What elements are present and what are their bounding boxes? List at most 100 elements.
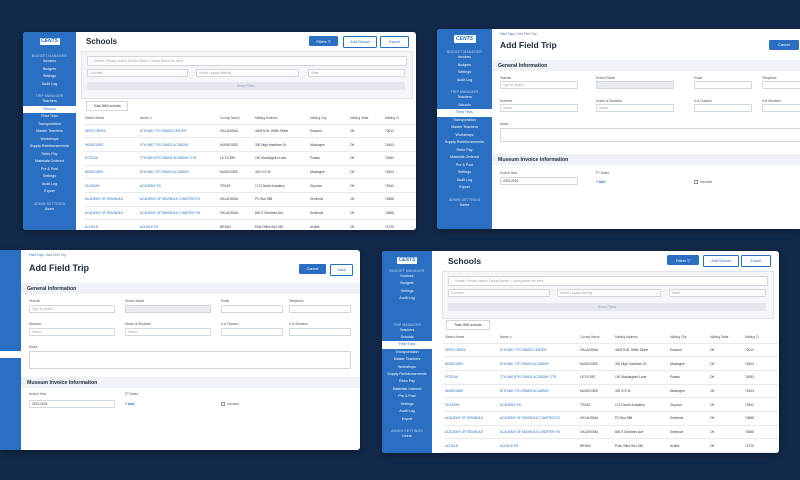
table-row[interactable]: ACADEMY OF SEMINOLE ACADEMY OF SEMINOLE C… — [84, 192, 416, 207]
sidebar-item-users[interactable]: Users — [44, 206, 55, 211]
sidebar-item-master-teachers[interactable]: Master Teachers — [451, 125, 478, 129]
district-link[interactable]: MUSKOGEE — [84, 165, 139, 180]
table-row[interactable]: MUSKOGEE 6TH AND 7TH GRADE ACADEMY MUSKOGE… — [444, 356, 779, 371]
school-link[interactable]: 6TH AND 7TH GRADE CENTER — [499, 343, 579, 358]
sidebar-item-trip-audit-log[interactable]: Audit Log — [399, 409, 415, 414]
sidebar-item-retro-pay[interactable]: Retro Pay — [399, 379, 415, 384]
district-link[interactable]: ACADEMY OF SEMINOLE — [84, 192, 139, 207]
sidebar-item-trip-audit-log[interactable]: Audit Log — [41, 181, 58, 186]
notes-field[interactable] — [500, 128, 800, 142]
state-select[interactable]: State ⌄ — [308, 69, 405, 77]
sidebar-item-teachers[interactable]: Teachers — [42, 99, 57, 103]
school-link[interactable]: 6TH AND 7TH GRADE ACADEMY — [139, 165, 219, 180]
breadcrumb-parent[interactable]: Field Trips — [29, 253, 44, 257]
grade-select[interactable]: Select... ⌄ — [596, 104, 674, 112]
state-select[interactable]: State ⌄ — [669, 289, 766, 297]
school-link[interactable]: ACADEMY OF SEMINOLE CHARTER ES — [139, 192, 219, 207]
district-link[interactable]: ACADEMY OF SEMINOLE — [444, 425, 499, 440]
col-mailing-state[interactable]: Mailing State — [709, 332, 744, 344]
sidebar-item-invoices[interactable]: Invoices — [400, 274, 414, 278]
table-row[interactable]: POTEAU 7TH AND 8TH GRADE ACADEMY CTR LE FL… — [84, 151, 416, 166]
district-link[interactable]: POTEAU — [444, 370, 499, 385]
school-link[interactable]: 6TH AND 7TH GRADE ACADEMY — [499, 384, 579, 399]
col-county-name[interactable]: County Name — [579, 332, 614, 344]
export-button[interactable]: Export — [741, 255, 771, 267]
col-mailing-address[interactable]: Mailing Address — [614, 332, 669, 344]
sidebar-item-settings[interactable]: Settings — [400, 288, 414, 293]
school-link[interactable]: ACADEMY ES — [499, 397, 579, 412]
school-link[interactable]: ACADEMY OF SEMINOLE CHARTER ES — [499, 411, 579, 426]
school-link[interactable]: 6TH AND 7TH GRADE CENTER — [139, 124, 219, 139]
filters-button[interactable]: Filters ▽ — [309, 36, 338, 46]
sidebar-item-pre-post[interactable]: Pre & Post — [398, 394, 416, 399]
school-year-field[interactable]: 2023-2024 — [500, 177, 578, 185]
sidebar-item-field-trips[interactable]: Field Trips — [437, 109, 492, 117]
district-link[interactable]: GUYMON — [84, 178, 139, 193]
school-link[interactable]: ACADEMY OF SEMINOLE CHARTER HS — [499, 425, 579, 440]
sidebar-item-export[interactable]: Export — [44, 189, 55, 193]
sidebar-item-audit-log[interactable]: Audit Log — [41, 81, 58, 86]
district-link[interactable]: ACHILLE — [84, 219, 139, 230]
district-link[interactable]: MUSKOGEE — [444, 384, 499, 399]
table-row[interactable]: MUSKOGEE 6TH AND 7TH GRADE ACADEMY MUSKOGE… — [84, 137, 416, 152]
sidebar-item-schools[interactable]: Schools — [400, 335, 414, 340]
sidebar-item-budgets[interactable]: Budgets — [42, 66, 57, 71]
sidebar-item-teachers[interactable]: Teachers — [399, 327, 415, 332]
sidebar-item-pre-post[interactable]: Pre & Post — [40, 166, 59, 171]
sidebar-item-users[interactable]: Users — [459, 202, 470, 207]
students-field[interactable] — [289, 328, 351, 336]
school-year-field[interactable]: 2023-2024 — [29, 400, 115, 408]
sidebar-item-field-trips[interactable]: Field Trips — [382, 341, 432, 349]
save-button[interactable]: Save — [330, 264, 353, 276]
sidebar-item-settings[interactable]: Settings — [43, 74, 56, 78]
sidebar-item-master-teachers[interactable]: Master Teachers — [393, 357, 421, 362]
reset-filters-button[interactable]: Reset Filters — [87, 82, 405, 90]
teacher-input[interactable]: Type to search... ⌄ — [500, 81, 578, 89]
district-select[interactable]: Select Legacy Identify ⌄ — [557, 289, 661, 297]
col-county-name[interactable]: County Name — [219, 113, 254, 125]
sidebar-item-supply-reimbursements[interactable]: Supply Reimbursements — [29, 144, 70, 148]
sidebar-item-transportation[interactable]: Transportation — [452, 117, 477, 122]
sidebar-item-schools[interactable]: Schools — [23, 105, 76, 113]
table-row[interactable]: GUYMON ACADEMY ES TEXAS 1712 North Academy G… — [444, 397, 779, 412]
sidebar-item-schools[interactable]: Schools — [458, 102, 471, 107]
district-link[interactable]: MUSKOGEE — [444, 356, 499, 371]
school-link[interactable]: 7TH AND 8TH GRADE ACADEMY CTR — [499, 370, 579, 385]
table-row[interactable]: ACADEMY OF SEMINOLE ACADEMY OF SEMINOLE C… — [84, 206, 416, 221]
school-link[interactable]: 7TH AND 8TH GRADE ACADEMY CTR — [139, 151, 219, 166]
classes-field[interactable] — [221, 328, 283, 336]
sidebar-item-invoices[interactable]: Invoices — [42, 59, 57, 63]
table-row[interactable]: MUSKOGEE 6TH AND 7TH GRADE ACADEMY MUSKOGE… — [84, 165, 416, 180]
sidebar-item-pre-post[interactable]: Pre & Post — [455, 162, 474, 167]
school-link[interactable]: ACHILLE ES — [139, 219, 219, 230]
col-name[interactable]: Name ⇅ — [139, 113, 219, 125]
school-link[interactable]: ACHILLE ES — [499, 438, 579, 453]
sidebar-item-budgets[interactable]: Budgets — [457, 62, 472, 67]
table-row[interactable]: ACADEMY OF SEMINOLE ACADEMY OF SEMINOLE C… — [444, 411, 779, 426]
sidebar-item-supply-reimbursements[interactable]: Supply Reimbursements — [444, 140, 485, 144]
col-district-name[interactable]: District Name — [84, 113, 139, 125]
sort-icon[interactable]: ⇅ — [149, 116, 153, 121]
district-link[interactable]: GUYMON — [444, 397, 499, 412]
school-link[interactable]: ACADEMY OF SEMINOLE CHARTER HS — [139, 206, 219, 221]
district-link[interactable]: ACHILLE — [444, 438, 499, 453]
sidebar-item-export[interactable]: Export — [401, 416, 413, 421]
sidebar-item-audit-log[interactable]: Audit Log — [399, 296, 415, 301]
col-name[interactable]: Name ⇅ — [499, 332, 579, 344]
invoiced-checkbox[interactable] — [694, 180, 698, 184]
museum-select[interactable]: Select... ⌄ — [29, 328, 115, 336]
cancel-button[interactable]: Cancel — [299, 264, 326, 274]
sidebar-item-supply-reimbursements[interactable]: Supply Reimbursements — [387, 372, 427, 377]
sidebar-item-field-trips[interactable]: Field Trips — [41, 114, 58, 118]
sidebar-item-invoices[interactable]: Invoices — [457, 55, 472, 59]
col-mailing-state[interactable]: Mailing State — [349, 113, 384, 125]
sidebar-item-master-teachers[interactable]: Master Teachers — [36, 129, 63, 133]
sidebar-item-retro-pay[interactable]: Retro Pay — [456, 147, 473, 152]
district-link[interactable]: MUSKOGEE — [84, 137, 139, 152]
sidebar-item-retro-pay[interactable]: Retro Pay — [41, 151, 58, 156]
school-link[interactable]: 6TH AND 7TH GRADE ACADEMY — [139, 137, 219, 152]
reset-filters-button[interactable]: Reset Filters — [448, 303, 766, 311]
sidebar-item-materials-ordered[interactable]: Materials Ordered — [35, 159, 64, 163]
table-row[interactable]: MUSKOGEE 6TH AND 7TH GRADE ACADEMY MUSKOGE… — [444, 384, 779, 399]
grade-select[interactable]: Select... ⌄ — [125, 328, 211, 336]
